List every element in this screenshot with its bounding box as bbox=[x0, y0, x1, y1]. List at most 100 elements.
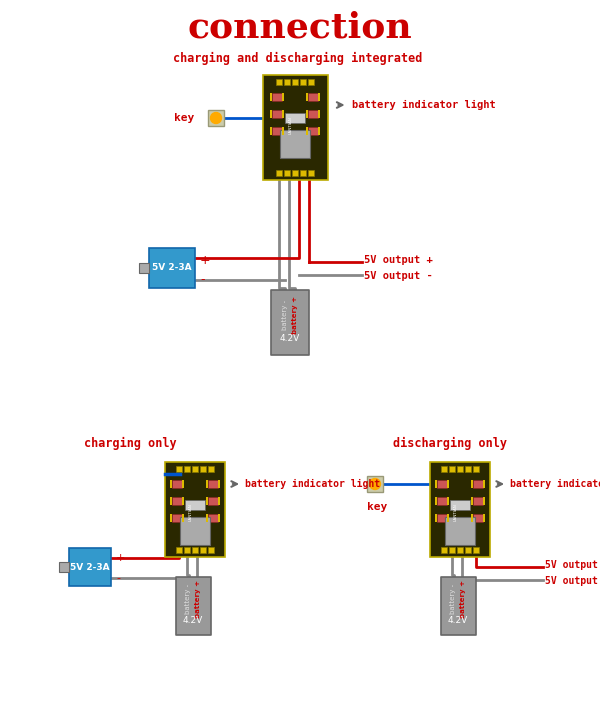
Bar bbox=[282, 110, 284, 118]
Text: charging and discharging integrated: charging and discharging integrated bbox=[173, 52, 422, 65]
Bar bbox=[170, 480, 172, 488]
Bar bbox=[185, 500, 205, 510]
Bar bbox=[465, 466, 471, 472]
Text: 5V 2-3A: 5V 2-3A bbox=[152, 264, 192, 272]
Bar bbox=[272, 110, 282, 118]
Bar bbox=[473, 547, 479, 553]
Bar bbox=[208, 466, 214, 472]
Bar bbox=[430, 462, 490, 557]
Bar bbox=[59, 562, 69, 572]
Circle shape bbox=[211, 113, 221, 123]
Text: battery -: battery - bbox=[185, 584, 191, 614]
Text: 4.2V: 4.2V bbox=[280, 334, 300, 343]
Bar bbox=[306, 127, 308, 135]
Bar bbox=[367, 476, 383, 492]
Bar bbox=[318, 93, 320, 101]
Bar bbox=[308, 127, 318, 135]
Bar bbox=[263, 75, 328, 180]
Text: LANTIAN: LANTIAN bbox=[454, 503, 458, 521]
Bar bbox=[282, 93, 284, 101]
Text: LANTIAN: LANTIAN bbox=[289, 116, 293, 134]
Bar bbox=[271, 290, 309, 355]
Bar bbox=[285, 113, 305, 123]
Bar bbox=[457, 547, 463, 553]
Bar bbox=[69, 548, 111, 586]
Bar bbox=[483, 514, 485, 522]
Text: battery -: battery - bbox=[450, 584, 456, 614]
Bar bbox=[276, 79, 282, 85]
Text: 4.2V: 4.2V bbox=[183, 616, 203, 625]
Bar bbox=[435, 480, 437, 488]
Bar bbox=[270, 127, 272, 135]
Bar bbox=[440, 577, 476, 635]
Bar bbox=[149, 248, 195, 288]
Bar bbox=[473, 480, 483, 488]
Bar bbox=[437, 497, 447, 505]
Text: charging only: charging only bbox=[83, 436, 176, 449]
Bar bbox=[300, 79, 306, 85]
Bar bbox=[306, 93, 308, 101]
Bar bbox=[437, 480, 447, 488]
Bar bbox=[306, 110, 308, 118]
Bar bbox=[435, 497, 437, 505]
Text: 5V 2-3A: 5V 2-3A bbox=[70, 563, 110, 571]
Bar bbox=[435, 514, 437, 522]
Bar bbox=[176, 577, 211, 635]
Bar bbox=[184, 466, 190, 472]
Bar bbox=[447, 514, 449, 522]
Bar bbox=[270, 93, 272, 101]
Text: battery indicator light: battery indicator light bbox=[510, 479, 600, 489]
Text: battery +: battery + bbox=[460, 580, 466, 618]
Bar bbox=[208, 547, 214, 553]
Bar bbox=[450, 500, 470, 510]
Text: battery +: battery + bbox=[195, 580, 201, 618]
Bar bbox=[182, 480, 184, 488]
Bar bbox=[270, 110, 272, 118]
Bar bbox=[457, 466, 463, 472]
Bar bbox=[437, 514, 447, 522]
Bar bbox=[449, 547, 455, 553]
Bar bbox=[192, 547, 198, 553]
Bar bbox=[182, 497, 184, 505]
Bar bbox=[292, 79, 298, 85]
Bar bbox=[473, 514, 483, 522]
Bar bbox=[206, 480, 208, 488]
Text: 5V output -: 5V output - bbox=[545, 576, 600, 586]
Bar bbox=[272, 93, 282, 101]
Bar bbox=[473, 497, 483, 505]
Text: key: key bbox=[174, 113, 194, 123]
Bar bbox=[282, 127, 284, 135]
Text: key: key bbox=[367, 502, 387, 512]
Text: battery +: battery + bbox=[292, 295, 298, 334]
Bar bbox=[441, 466, 447, 472]
Bar bbox=[449, 466, 455, 472]
Text: +: + bbox=[116, 553, 125, 563]
Text: battery indicator light: battery indicator light bbox=[245, 479, 380, 489]
Bar bbox=[170, 497, 172, 505]
Text: 4.2V: 4.2V bbox=[448, 616, 468, 625]
Bar bbox=[308, 93, 318, 101]
Bar bbox=[318, 110, 320, 118]
Bar bbox=[172, 480, 182, 488]
Bar bbox=[280, 130, 310, 158]
Bar bbox=[165, 462, 225, 557]
Bar bbox=[471, 480, 473, 488]
Bar bbox=[206, 514, 208, 522]
Text: -: - bbox=[116, 573, 120, 583]
Bar bbox=[447, 480, 449, 488]
Bar bbox=[176, 466, 182, 472]
Circle shape bbox=[370, 478, 380, 489]
Bar bbox=[441, 547, 447, 553]
Text: LANTIAN: LANTIAN bbox=[189, 503, 193, 521]
Bar bbox=[200, 466, 206, 472]
Bar bbox=[192, 466, 198, 472]
Text: +: + bbox=[200, 253, 211, 266]
Bar bbox=[184, 547, 190, 553]
Bar bbox=[208, 497, 218, 505]
Bar bbox=[308, 110, 318, 118]
Text: 5V output -: 5V output - bbox=[364, 271, 433, 281]
Bar bbox=[172, 514, 182, 522]
Bar bbox=[182, 514, 184, 522]
Bar bbox=[471, 514, 473, 522]
Bar bbox=[208, 514, 218, 522]
